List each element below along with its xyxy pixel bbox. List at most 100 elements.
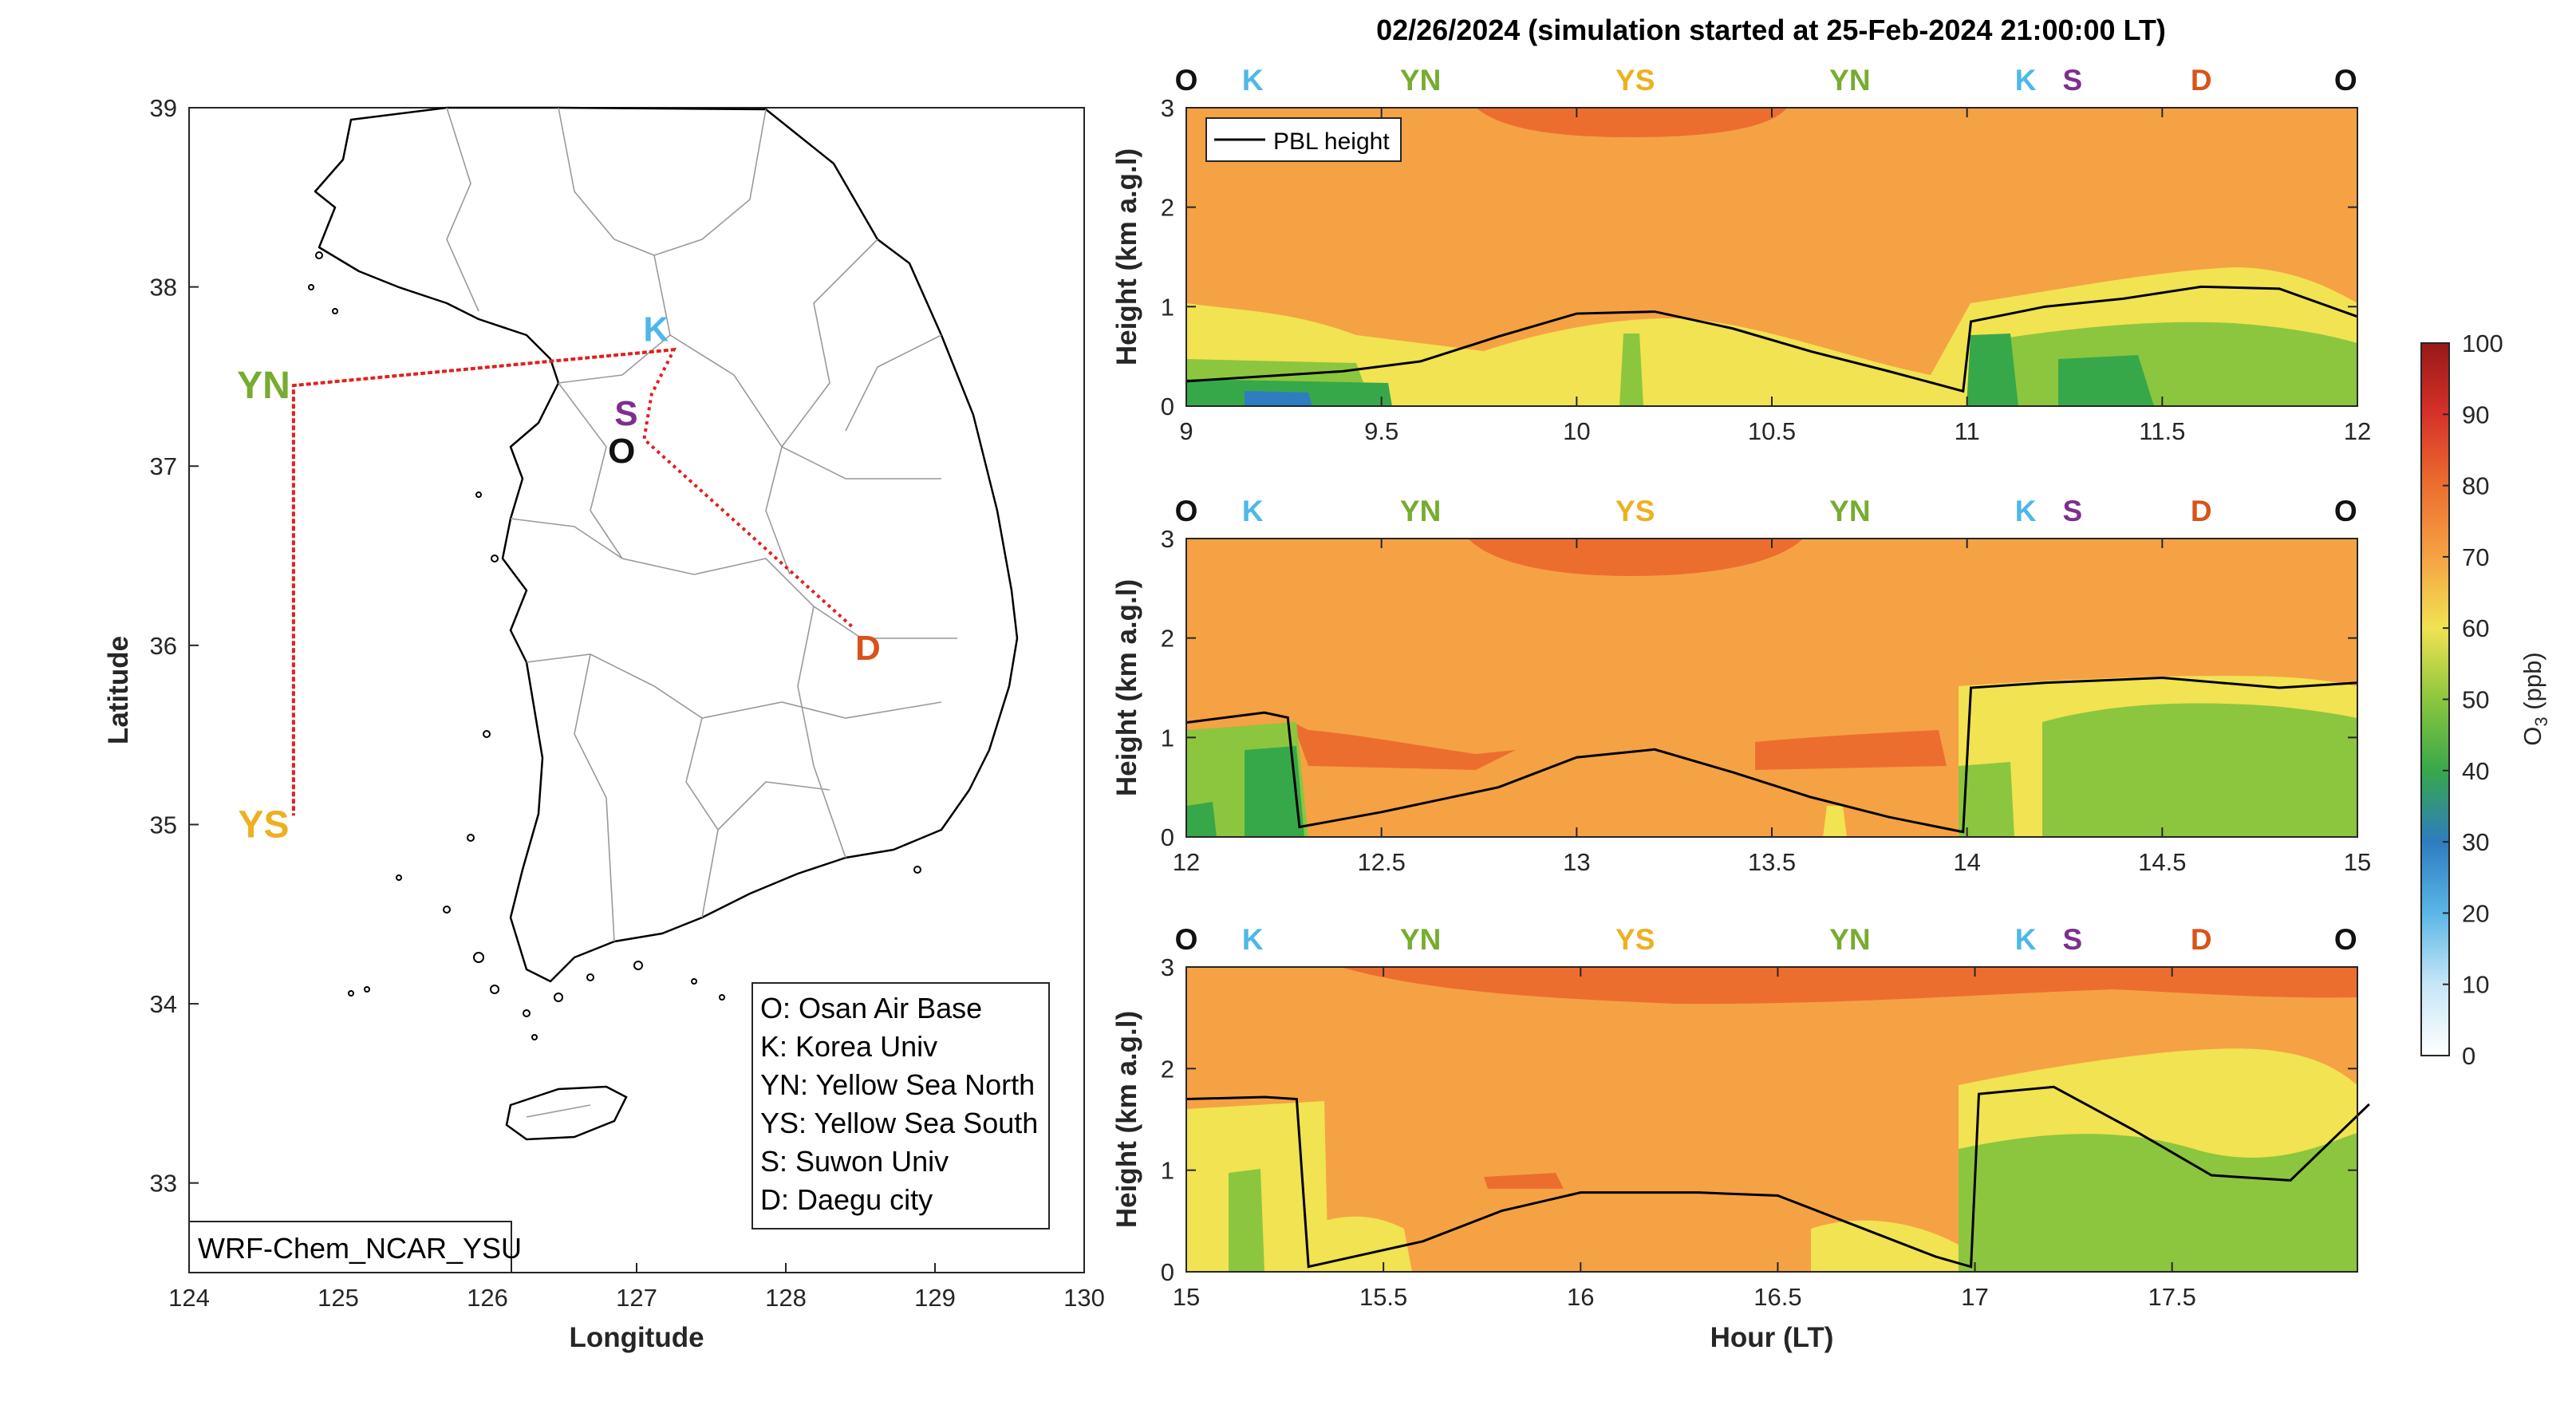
map-x-tick-label: 125: [318, 1284, 359, 1312]
x-tick-label: 14.5: [2138, 848, 2186, 876]
x-tick-label: 17.5: [2148, 1283, 2196, 1311]
map-panel: YN YS K S O D 124 125 126 127 128 129 130 33 34…: [103, 94, 1105, 1353]
legend-item-daegu: D: Daegu city: [760, 1183, 933, 1216]
map-y-label: Latitude: [103, 636, 134, 744]
y-tick-label: 1: [1161, 724, 1174, 752]
station-o-label: O: [608, 432, 635, 471]
transect-route: [291, 347, 854, 816]
station-label: K: [1242, 495, 1264, 527]
colorbar-tick-label: 20: [2462, 899, 2489, 927]
map-y-tick-label: 38: [150, 274, 177, 302]
x-tick-label: 15: [1173, 1283, 1200, 1311]
station-label: D: [2191, 923, 2212, 956]
station-s-label: S: [614, 394, 637, 433]
x-tick-label: 9.5: [1364, 417, 1398, 445]
colorbar-tick-label: 40: [2462, 757, 2489, 785]
station-label: D: [2191, 495, 2212, 527]
colorbar-ticks: 0 10 20 30 40 50 60 70 80 90 100: [2443, 330, 2503, 1070]
y-tick-label: 0: [1161, 1258, 1174, 1286]
o3-field-panel-3: [1186, 967, 2357, 1272]
station-label: YS: [1615, 923, 1655, 956]
y-tick-label: 2: [1161, 625, 1174, 653]
map-x-tick-label: 128: [765, 1284, 807, 1312]
y-tick-label: 0: [1161, 393, 1174, 420]
station-legend: O: Osan Air Base K: Korea Univ YN: Yello…: [751, 982, 1050, 1230]
station-d-label: D: [855, 629, 881, 668]
x-tick-label: 12: [1173, 848, 1200, 876]
y-tick-label: 0: [1161, 823, 1174, 851]
y-tick-label: 1: [1161, 1157, 1174, 1185]
x-tick-label: 17: [1961, 1283, 1988, 1311]
x-tick-label: 12.5: [1357, 848, 1405, 876]
panel-3-frame: [1185, 966, 2358, 1273]
station-label: YN: [1829, 495, 1870, 527]
x-tick-label: 11.5: [2139, 417, 2185, 445]
station-label: O: [1175, 495, 1198, 527]
station-label: YS: [1615, 495, 1655, 527]
colorbar-tick-label: 60: [2462, 614, 2489, 642]
station-label: O: [1175, 923, 1198, 956]
map-x-ticks: 124 125 126 127 128 129 130: [168, 1263, 1105, 1312]
pbl-legend-label: PBL height: [1273, 128, 1390, 155]
colorbar-label: O3 (ppb): [2519, 652, 2551, 745]
y-tick-label: 3: [1161, 525, 1174, 553]
map-x-tick-label: 130: [1063, 1284, 1105, 1312]
legend-item-korea-univ: K: Korea Univ: [760, 1030, 937, 1063]
station-yn-label: YN: [237, 365, 290, 407]
station-label: S: [2062, 495, 2082, 527]
map-coastline: [308, 106, 1019, 1141]
station-label: S: [2062, 923, 2082, 956]
panel-2-y-label: Height (km a.g.l): [1111, 579, 1142, 796]
y-tick-label: 1: [1161, 293, 1174, 321]
station-label: YN: [1400, 923, 1441, 956]
colorbar-tick-label: 50: [2462, 686, 2489, 714]
map-y-tick-label: 33: [150, 1170, 177, 1198]
legend-item-yellow-sea-south: YS: Yellow Sea South: [760, 1107, 1038, 1139]
panel-3-ticks: 15 15.5 16 16.5 17 17.5 0 1 2 3: [1161, 953, 2357, 1311]
map-x-tick-label: 124: [168, 1284, 210, 1312]
map-y-tick-label: 37: [150, 452, 177, 480]
station-label: K: [1242, 923, 1264, 956]
station-label: O: [2334, 495, 2357, 527]
figure-title: 02/26/2024 (simulation started at 25-Feb…: [1376, 14, 2166, 46]
y-tick-label: 3: [1161, 953, 1174, 981]
colorbar-tick-label: 30: [2462, 828, 2489, 856]
station-label: YN: [1400, 495, 1441, 527]
station-label: O: [2334, 64, 2357, 97]
x-tick-label: 13: [1563, 848, 1590, 876]
legend-item-yellow-sea-north: YN: Yellow Sea North: [760, 1068, 1035, 1101]
y-tick-label: 2: [1161, 194, 1174, 222]
x-tick-label: 15.5: [1359, 1283, 1407, 1311]
x-tick-label: 12: [2344, 417, 2371, 445]
model-label: WRF-Chem_NCAR_YSU: [198, 1232, 522, 1265]
station-label: K: [2015, 495, 2037, 527]
x-tick-label: 10.5: [1748, 417, 1796, 445]
map-x-label: Longitude: [569, 1322, 704, 1353]
station-label: O: [1175, 64, 1198, 97]
y-tick-label: 3: [1161, 94, 1174, 122]
station-label: D: [2191, 64, 2212, 97]
colorbar-tick-label: 0: [2462, 1042, 2475, 1070]
y-tick-label: 2: [1161, 1055, 1174, 1083]
curtain-x-label: Hour (LT): [1710, 1322, 1834, 1353]
x-tick-label: 16: [1567, 1283, 1594, 1311]
x-tick-label: 13.5: [1748, 848, 1796, 876]
map-y-tick-label: 35: [150, 811, 177, 839]
panel-3-y-label: Height (km a.g.l): [1111, 1011, 1142, 1228]
station-label: S: [2062, 64, 2082, 97]
station-k-label: K: [643, 310, 669, 349]
station-label: K: [2015, 64, 2037, 97]
x-tick-label: 15: [2344, 848, 2371, 876]
pbl-height-line-panel-1: [1185, 285, 2358, 393]
x-tick-label: 9: [1179, 417, 1193, 445]
map-y-ticks: 33 34 35 36 37 38 39: [150, 94, 199, 1198]
station-label: YS: [1615, 64, 1655, 97]
station-label: YN: [1400, 64, 1441, 97]
panel-1-y-label: Height (km a.g.l): [1111, 148, 1142, 365]
